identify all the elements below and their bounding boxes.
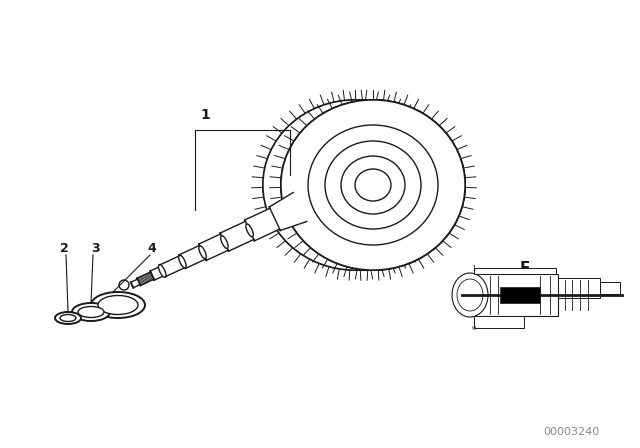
Bar <box>470 274 558 316</box>
Ellipse shape <box>60 314 76 322</box>
Ellipse shape <box>221 236 228 249</box>
Bar <box>474 268 556 274</box>
Ellipse shape <box>246 224 253 237</box>
Ellipse shape <box>199 246 206 258</box>
Polygon shape <box>269 193 307 230</box>
Ellipse shape <box>281 100 465 270</box>
Ellipse shape <box>91 292 145 318</box>
Ellipse shape <box>281 100 465 270</box>
Text: 00003240: 00003240 <box>544 427 600 437</box>
Text: 3: 3 <box>91 241 99 254</box>
Polygon shape <box>220 221 254 251</box>
Bar <box>500 287 540 303</box>
Text: l: l <box>472 265 476 273</box>
Ellipse shape <box>159 264 166 277</box>
Ellipse shape <box>341 156 405 214</box>
Text: 4: 4 <box>148 241 156 254</box>
Polygon shape <box>355 100 373 270</box>
Polygon shape <box>199 234 228 260</box>
Bar <box>600 282 620 294</box>
Ellipse shape <box>457 279 483 311</box>
Ellipse shape <box>78 306 104 318</box>
Text: E: E <box>520 260 530 276</box>
Ellipse shape <box>179 255 186 268</box>
Ellipse shape <box>325 141 421 229</box>
Polygon shape <box>137 272 154 285</box>
Polygon shape <box>244 208 280 241</box>
Polygon shape <box>131 279 140 288</box>
Text: 2: 2 <box>60 241 68 254</box>
Bar <box>474 316 524 328</box>
Ellipse shape <box>261 98 449 272</box>
Polygon shape <box>159 256 185 277</box>
Ellipse shape <box>355 169 391 201</box>
Ellipse shape <box>308 125 438 245</box>
Polygon shape <box>150 267 164 280</box>
Ellipse shape <box>98 296 138 314</box>
Ellipse shape <box>263 100 447 270</box>
Text: 1: 1 <box>200 108 210 122</box>
Text: o: o <box>472 324 476 332</box>
Ellipse shape <box>55 312 81 324</box>
Bar <box>558 278 600 298</box>
Ellipse shape <box>452 273 488 317</box>
Ellipse shape <box>72 303 110 321</box>
Ellipse shape <box>119 280 129 290</box>
Ellipse shape <box>281 100 465 270</box>
Polygon shape <box>179 246 205 268</box>
